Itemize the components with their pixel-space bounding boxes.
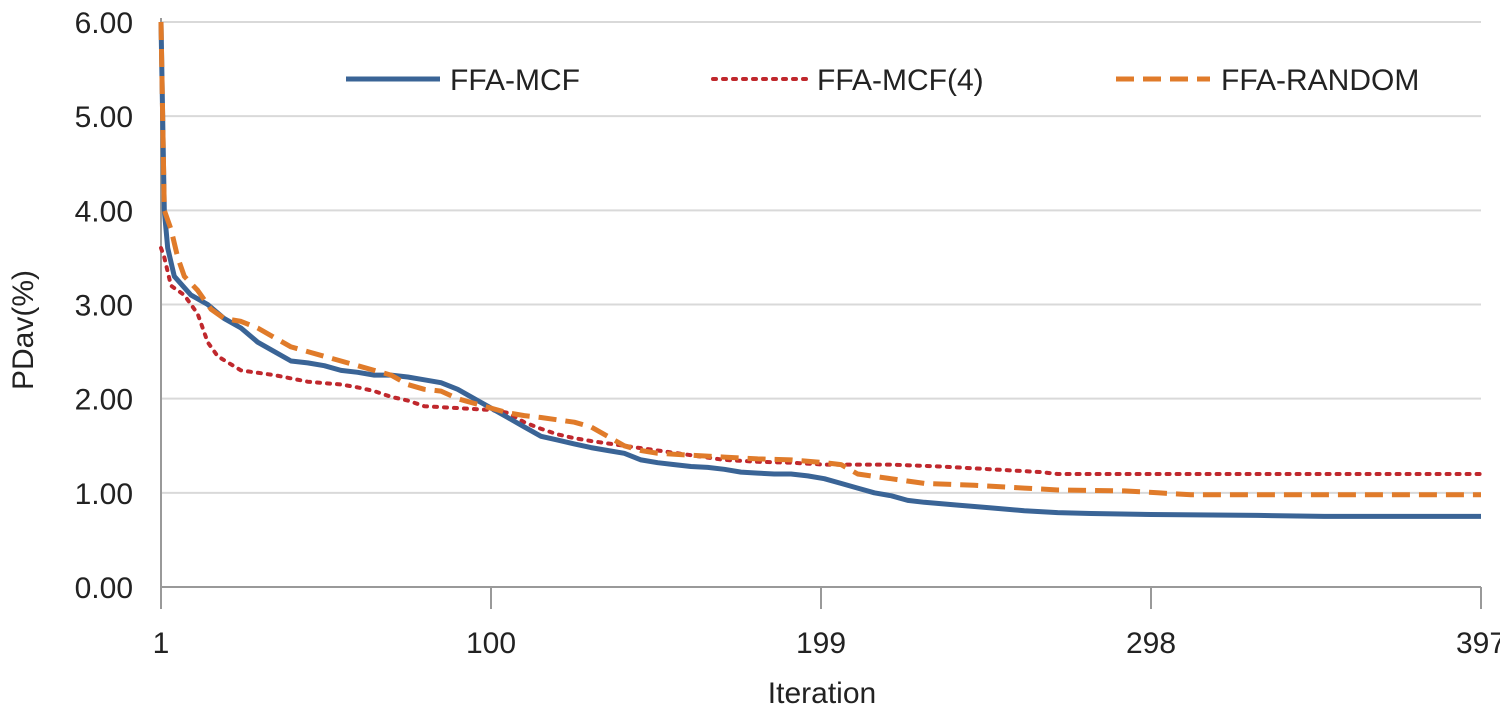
legend-label: FFA-RANDOM bbox=[1221, 64, 1419, 97]
y-tick-label: 2.00 bbox=[75, 384, 133, 417]
series-line-ffa-mcf-4 bbox=[159, 246, 1483, 476]
legend-label: FFA-MCF bbox=[450, 64, 580, 97]
y-tick-label: 4.00 bbox=[75, 195, 133, 228]
y-tick-label: 0.00 bbox=[75, 572, 133, 605]
x-tick-labels: 1 100 199 298 397 bbox=[153, 587, 1500, 660]
legend-label: FFA-MCF(4) bbox=[817, 64, 984, 97]
x-tick-label: 397 bbox=[1456, 627, 1500, 660]
axes bbox=[160, 18, 1481, 588]
series bbox=[158, 21, 1483, 519]
x-tick-label: 1 bbox=[153, 627, 170, 660]
x-axis-title: Iteration bbox=[768, 677, 876, 710]
y-tick-label: 6.00 bbox=[75, 7, 133, 40]
x-tick-label: 100 bbox=[466, 627, 516, 660]
y-tick-label: 1.00 bbox=[75, 478, 133, 511]
x-tick-label: 298 bbox=[1126, 627, 1176, 660]
legend: FFA-MCF FFA-MCF(4) FFA-RANDOM bbox=[346, 64, 1419, 97]
y-tick-label: 3.00 bbox=[75, 290, 133, 323]
series-line-ffa-mcf bbox=[158, 21, 1481, 519]
x-tick-label: 199 bbox=[796, 627, 846, 660]
y-axis-title: PDav(%) bbox=[7, 270, 40, 390]
series-line-ffa-random bbox=[158, 21, 1481, 498]
y-tick-label: 5.00 bbox=[75, 101, 133, 134]
y-tick-labels: 0.00 1.00 2.00 3.00 4.00 5.00 6.00 bbox=[75, 7, 133, 605]
